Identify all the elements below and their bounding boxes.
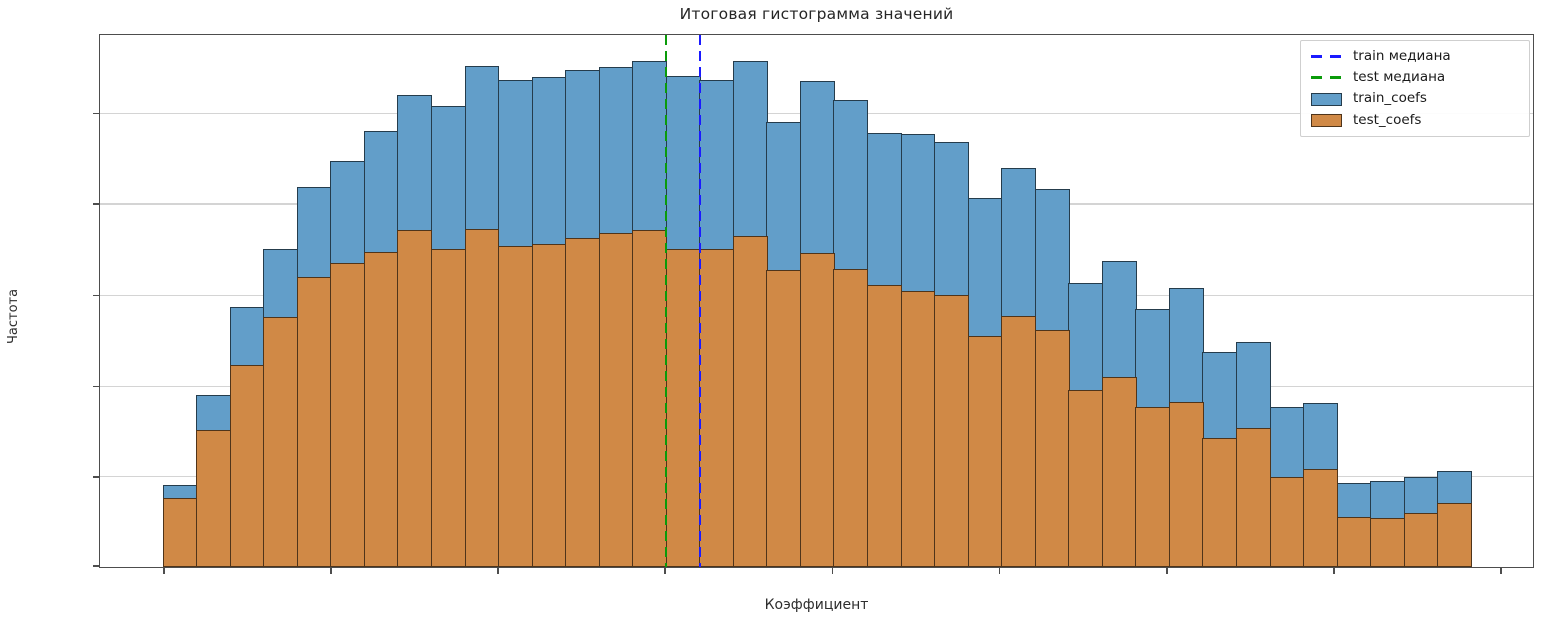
legend-item-train-median: train медиана	[1311, 47, 1519, 64]
y-axis-tick	[93, 385, 100, 388]
test-bar	[1168, 401, 1204, 567]
x-axis-tick	[664, 567, 667, 574]
test-bar	[263, 316, 299, 567]
test-bar	[766, 270, 802, 567]
x-axis-tick	[831, 567, 834, 574]
test-bar	[430, 249, 466, 567]
test-bar	[833, 269, 869, 567]
test-bar	[900, 290, 936, 567]
test-bar	[867, 285, 902, 567]
y-axis-label: Частота	[6, 288, 21, 344]
test-bar	[1336, 516, 1372, 567]
x-axis-tick	[497, 567, 499, 574]
test-bar	[598, 233, 634, 567]
test-bar	[1202, 438, 1238, 567]
train-median-line	[698, 35, 701, 567]
y-axis-tick	[93, 565, 100, 567]
test-bar	[196, 429, 231, 567]
test-bar	[1001, 315, 1037, 567]
plot-area	[93, 34, 1534, 574]
test-bar	[565, 238, 600, 567]
x-axis-tick	[1166, 567, 1168, 574]
test-bar	[1034, 329, 1070, 567]
y-axis-tick	[93, 203, 100, 205]
test-median-dash-swatch	[1311, 76, 1342, 80]
y-axis-tick	[93, 476, 100, 478]
test-bar	[665, 249, 701, 567]
legend-label: train медиана	[1353, 47, 1451, 64]
test-bar	[1068, 389, 1104, 567]
test-bar	[162, 498, 198, 567]
test-bar	[1437, 503, 1473, 567]
test-bar	[1403, 513, 1439, 567]
test-bar	[330, 263, 366, 567]
legend-item-test-median: test медиана	[1311, 71, 1519, 85]
chart-title: Итоговая гистограмма значений	[679, 5, 954, 23]
test-bar	[967, 336, 1003, 567]
test-bar	[397, 230, 433, 567]
y-axis-tick	[93, 112, 100, 115]
legend-item-test-coefs: test_coefs	[1311, 111, 1519, 128]
legend: train медиана test медиана train_coefs t…	[1300, 40, 1530, 137]
test-bar	[1370, 518, 1406, 567]
test-bar	[498, 246, 533, 567]
x-axis-tick	[330, 567, 332, 574]
train-coefs-patch-swatch	[1311, 92, 1342, 106]
train-median-dash-swatch	[1311, 55, 1342, 59]
test-bar	[732, 235, 768, 567]
test-bar	[1269, 477, 1305, 567]
y-axis-tick	[93, 294, 100, 297]
test-bar	[632, 230, 668, 567]
legend-item-train-coefs: train_coefs	[1311, 92, 1519, 106]
test-bar	[296, 277, 332, 567]
legend-label: test_coefs	[1353, 111, 1422, 128]
legend-label: train_coefs	[1353, 90, 1427, 107]
test-bar	[363, 252, 399, 567]
test-bar	[934, 295, 969, 567]
test-median-line	[664, 35, 668, 567]
x-axis-label: Коэффициент	[764, 597, 869, 613]
test-bar	[1303, 469, 1338, 567]
test-bar	[464, 228, 500, 567]
test-coefs-patch-swatch	[1311, 113, 1342, 127]
test-bar	[1236, 427, 1271, 567]
x-axis-tick	[1500, 567, 1502, 574]
legend-label: test медиана	[1353, 69, 1446, 86]
test-bar	[799, 253, 835, 567]
x-axis-tick	[1333, 567, 1335, 574]
test-bar	[229, 364, 265, 567]
test-bar	[699, 249, 735, 567]
x-axis-tick	[162, 567, 165, 574]
test-bar	[1135, 406, 1171, 567]
test-bar	[1101, 376, 1137, 567]
test-bar	[531, 244, 567, 567]
x-axis-tick	[998, 567, 1001, 574]
